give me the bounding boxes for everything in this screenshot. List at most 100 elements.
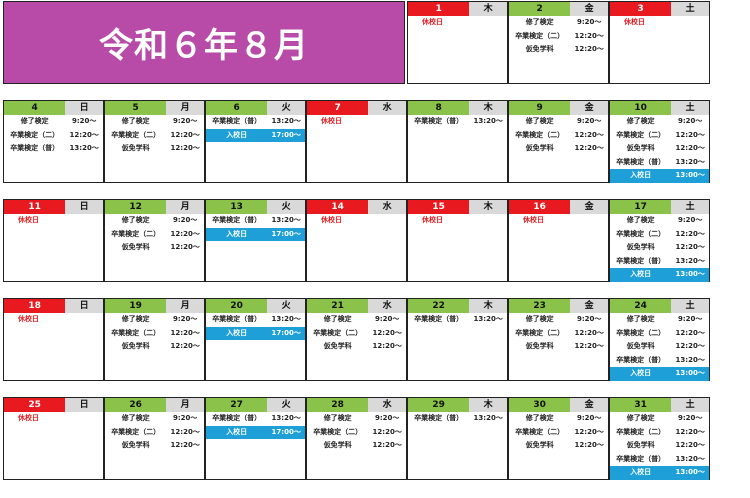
day-number: 30	[509, 398, 571, 412]
event-row: 卒業検定（二） 12:20〜	[610, 228, 709, 242]
event-time: 13:00〜	[675, 468, 705, 476]
weekday-label: 水	[368, 101, 406, 115]
event-name: 卒業検定（二）	[10, 130, 60, 139]
day-cell-29: 29 木卒業検定（普） 13:20〜	[407, 397, 508, 480]
event-time: 13:20〜	[675, 454, 705, 463]
weekday-label: 日	[65, 200, 103, 214]
weekday-label: 月	[166, 299, 204, 313]
event-row: 修了検定 9:20〜	[509, 313, 608, 327]
event-time: 12:20〜	[675, 130, 705, 139]
weekday-label: 月	[166, 101, 204, 115]
event-name: 卒業検定（普）	[212, 117, 262, 125]
holiday-label: 休校日	[18, 414, 39, 422]
day-cell-4: 4 日修了検定 9:20〜 卒業検定（二） 12:20〜 卒業検定（普） 13:20〜	[3, 100, 104, 183]
event-name: 仮免学科	[525, 144, 554, 152]
event-name: 卒業検定（普）	[414, 117, 464, 125]
holiday-label: 休校日	[321, 117, 342, 125]
weekday-label: 土	[671, 299, 709, 313]
event-time: 17:00〜	[271, 229, 301, 238]
event-name: 修了検定	[121, 414, 150, 422]
event-name: 卒業検定（二）	[111, 328, 161, 337]
event-name: 仮免学科	[121, 441, 150, 449]
event-row: 仮免学科 12:20〜	[307, 439, 406, 453]
month-title: 令和６年８月	[3, 1, 405, 84]
day-number: 23	[509, 299, 571, 313]
event-time: 13:20〜	[473, 117, 503, 125]
event-name: 卒業検定（二）	[515, 130, 565, 139]
event-row: 卒業検定（二） 12:20〜	[610, 129, 709, 143]
event-row: 入校日 17:00〜	[206, 227, 305, 241]
event-row: 入校日 17:00〜	[206, 425, 305, 439]
event-time: 9:20〜	[677, 315, 703, 323]
event-time: 13:20〜	[271, 117, 301, 125]
event-time: 9:20〜	[172, 414, 198, 422]
event-name: 卒業検定（普）	[212, 216, 262, 224]
event-name: 卒業検定（二）	[616, 130, 666, 139]
event-row: 入校日 13:00〜	[610, 466, 709, 480]
weekday-label: 火	[267, 398, 305, 412]
event-time: 13:20〜	[473, 414, 503, 422]
event-time: 13:20〜	[69, 144, 99, 152]
weekday-label: 木	[469, 2, 507, 16]
event-row: 卒業検定（二） 12:20〜	[509, 129, 608, 143]
event-name: 卒業検定（普）	[414, 315, 464, 323]
event-time: 12:20〜	[574, 427, 604, 436]
day-cell-21: 21 水修了検定 9:20〜 卒業検定（二） 12:20〜 仮免学科 12:20〜	[306, 298, 407, 381]
event-name: 卒業検定（二）	[313, 328, 363, 337]
event-time: 12:20〜	[675, 328, 705, 337]
event-name: 修了検定	[323, 315, 352, 323]
weekday-label: 水	[368, 200, 406, 214]
event-row: 卒業検定（二） 12:20〜	[610, 426, 709, 440]
event-time: 9:20〜	[576, 414, 602, 422]
event-time: 9:20〜	[374, 315, 400, 323]
event-name: 修了検定	[121, 315, 150, 323]
day-cell-13: 13 火卒業検定（普） 13:20〜 入校日 17:00〜	[205, 199, 306, 282]
event-time: 12:20〜	[675, 427, 705, 436]
day-cell-10: 10 土修了検定 9:20〜 卒業検定（二） 12:20〜 仮免学科 12:20〜 卒業検定（…	[609, 100, 710, 183]
event-name: 仮免学科	[121, 144, 150, 152]
event-name: 卒業検定（二）	[313, 427, 363, 436]
event-row: 卒業検定（普） 13:20〜	[206, 214, 305, 228]
day-cell-6: 6 火卒業検定（普） 13:20〜 入校日 17:00〜	[205, 100, 306, 183]
event-time: 12:20〜	[372, 342, 402, 350]
event-name: 入校日	[226, 130, 248, 139]
event-name: 入校日	[630, 468, 652, 476]
day-cell-27: 27 火卒業検定（普） 13:20〜 入校日 17:00〜	[205, 397, 306, 480]
day-number: 31	[610, 398, 672, 412]
event-name: 卒業検定（二）	[616, 328, 666, 337]
weekday-label: 土	[671, 101, 709, 115]
day-number: 19	[105, 299, 167, 313]
event-time: 12:20〜	[170, 229, 200, 238]
weekday-label: 火	[267, 299, 305, 313]
event-time: 9:20〜	[172, 315, 198, 323]
weekday-label: 水	[368, 299, 406, 313]
event-name: 修了検定	[626, 216, 655, 224]
day-number: 12	[105, 200, 167, 214]
event-row: 仮免学科 12:20〜	[610, 340, 709, 354]
event-time: 13:20〜	[675, 256, 705, 265]
event-name: 仮免学科	[626, 342, 655, 350]
holiday-label: 休校日	[18, 216, 39, 224]
event-row: 入校日 13:00〜	[610, 169, 709, 183]
event-row: 卒業検定（普） 13:20〜	[206, 313, 305, 327]
weekday-label: 金	[570, 2, 608, 16]
event-row: 仮免学科 12:20〜	[105, 340, 204, 354]
holiday-label: 休校日	[18, 315, 39, 323]
day-cell-22: 22 木卒業検定（普） 13:20〜	[407, 298, 508, 381]
day-number: 25	[4, 398, 66, 412]
event-row: 入校日 13:00〜	[610, 268, 709, 282]
event-row: 仮免学科 12:20〜	[610, 241, 709, 255]
event-time: 12:20〜	[372, 328, 402, 337]
day-cell-19: 19 月修了検定 9:20〜 卒業検定（二） 12:20〜 仮免学科 12:20〜	[104, 298, 205, 381]
event-name: 仮免学科	[626, 243, 655, 251]
day-number: 13	[206, 200, 268, 214]
event-name: 卒業検定（普）	[212, 315, 262, 323]
event-row: 修了検定 9:20〜	[509, 16, 608, 30]
event-name: 修了検定	[323, 414, 352, 422]
event-time: 12:20〜	[574, 144, 604, 152]
event-name: 卒業検定（二）	[515, 427, 565, 436]
event-name: 修了検定	[525, 117, 554, 125]
event-time: 12:20〜	[372, 441, 402, 449]
event-time: 12:20〜	[170, 441, 200, 449]
event-time: 17:00〜	[271, 427, 301, 436]
